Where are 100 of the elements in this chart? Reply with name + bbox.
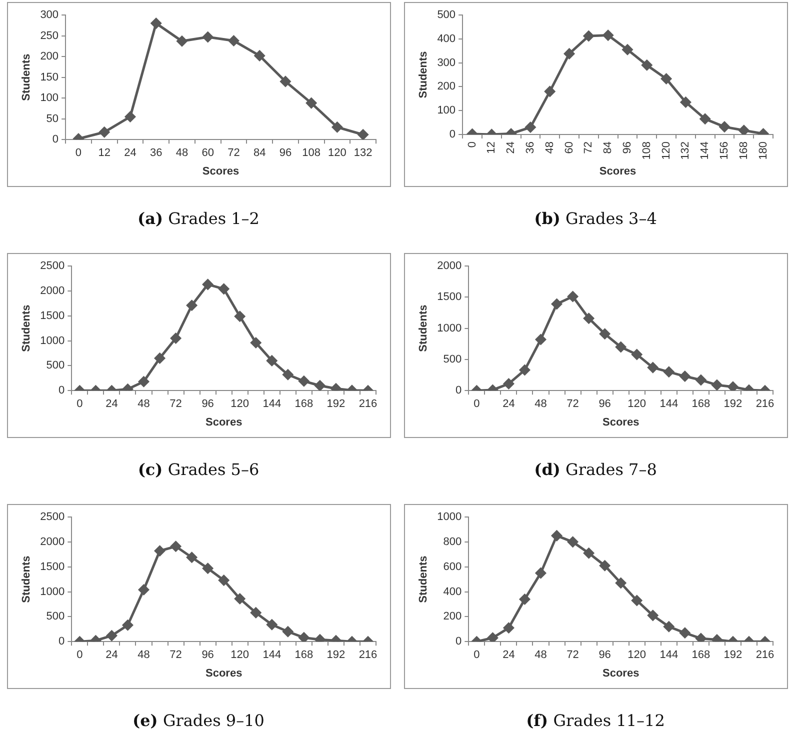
x-tick-label: 132 [679, 141, 692, 160]
point [631, 595, 642, 606]
y-tick-label: 1500 [40, 560, 64, 573]
y-axis-title: Students [417, 51, 430, 98]
point [228, 36, 238, 46]
point [282, 626, 293, 637]
text: (f) Grades 11–12 [526, 711, 665, 730]
point [298, 632, 309, 642]
point [711, 634, 722, 642]
point [266, 619, 277, 630]
y-tick-label: 2000 [40, 536, 64, 548]
point [98, 126, 110, 138]
x-tick-label: 24 [502, 649, 514, 662]
x-tick-label: 48 [137, 649, 150, 662]
point [641, 60, 652, 70]
point [170, 541, 181, 552]
text: (d) Grades 7–8 [534, 460, 657, 479]
point [280, 76, 290, 87]
point [564, 48, 574, 59]
x-tick-label: 48 [543, 141, 556, 154]
y-tick-label: 2000 [436, 260, 462, 272]
point [583, 313, 594, 324]
point [663, 366, 674, 378]
point [583, 548, 594, 558]
point [186, 300, 197, 311]
y-axis-title: Students [417, 304, 430, 352]
x-tick-label: 36 [524, 141, 536, 154]
y-tick-label: 1000 [436, 511, 462, 524]
x-tick-label: 108 [302, 147, 320, 160]
x-tick-label: 84 [252, 147, 266, 160]
point [622, 44, 632, 55]
x-tick-label: 48 [534, 649, 546, 662]
y-tick-label: 600 [442, 560, 462, 573]
point [679, 371, 690, 382]
y-tick-label: 300 [436, 56, 456, 69]
y-tick-label: 250 [40, 30, 58, 42]
x-tick-label: 120 [230, 649, 249, 662]
point [599, 328, 610, 340]
point [357, 129, 368, 140]
x-tick-label: 168 [294, 649, 313, 662]
y-tick-label: 0 [448, 128, 456, 140]
point [266, 355, 277, 366]
y-tick-label: 100 [436, 104, 456, 117]
x-tick-label: 36 [149, 147, 162, 160]
y-tick-label: 2500 [40, 260, 64, 272]
x-tick-label: 168 [294, 398, 313, 410]
point [663, 621, 674, 632]
x-tick-label: 84 [602, 141, 614, 154]
point [695, 633, 706, 642]
x-tick-label: 24 [124, 147, 136, 160]
point [660, 74, 672, 84]
y-tick-label: 500 [442, 353, 462, 366]
x-tick-label: 120 [230, 398, 249, 410]
point [727, 382, 738, 391]
x-axis-title: Scores [202, 165, 239, 178]
x-tick-label: 120 [660, 141, 672, 160]
x-tick-label: 120 [627, 398, 646, 410]
y-tick-label: 50 [46, 112, 58, 125]
point [234, 593, 245, 604]
x-tick-label: 168 [691, 649, 710, 662]
x-tick-label: 12 [98, 147, 110, 160]
point [176, 36, 187, 46]
point [615, 578, 626, 588]
x-tick-label: 96 [201, 398, 214, 410]
point [599, 560, 610, 571]
x-tick-label: 24 [502, 398, 514, 410]
point [202, 563, 213, 574]
x-tick-label: 120 [627, 649, 646, 662]
x-tick-label: 156 [718, 141, 730, 160]
point [602, 30, 613, 41]
x-tick-label: 48 [137, 398, 150, 410]
x-tick-label: 108 [640, 141, 652, 160]
point [124, 112, 135, 122]
x-tick-label: 192 [723, 398, 742, 410]
y-axis-title: Students [20, 54, 32, 101]
point [314, 380, 325, 391]
x-tick-label: 216 [358, 398, 377, 410]
point [250, 338, 261, 348]
x-tick-label: 0 [76, 398, 82, 410]
point [234, 311, 245, 322]
x-tick-label: 72 [227, 147, 240, 160]
point [306, 98, 316, 108]
point [331, 122, 342, 132]
point [202, 279, 213, 290]
point [718, 122, 730, 132]
point [138, 376, 148, 387]
x-tick-label: 120 [328, 147, 346, 160]
x-axis-title: Scores [602, 416, 639, 428]
point [154, 352, 165, 364]
x-tick-label: 48 [175, 147, 188, 160]
x-tick-label: 144 [659, 398, 678, 410]
point [711, 380, 722, 390]
point [582, 30, 594, 42]
x-tick-label: 96 [598, 398, 610, 410]
y-tick-label: 1500 [436, 291, 462, 304]
point [150, 18, 161, 29]
x-tick-label: 168 [737, 141, 750, 160]
x-tick-label: 144 [262, 649, 281, 662]
point [282, 369, 293, 380]
x-tick-label: 0 [466, 141, 478, 148]
